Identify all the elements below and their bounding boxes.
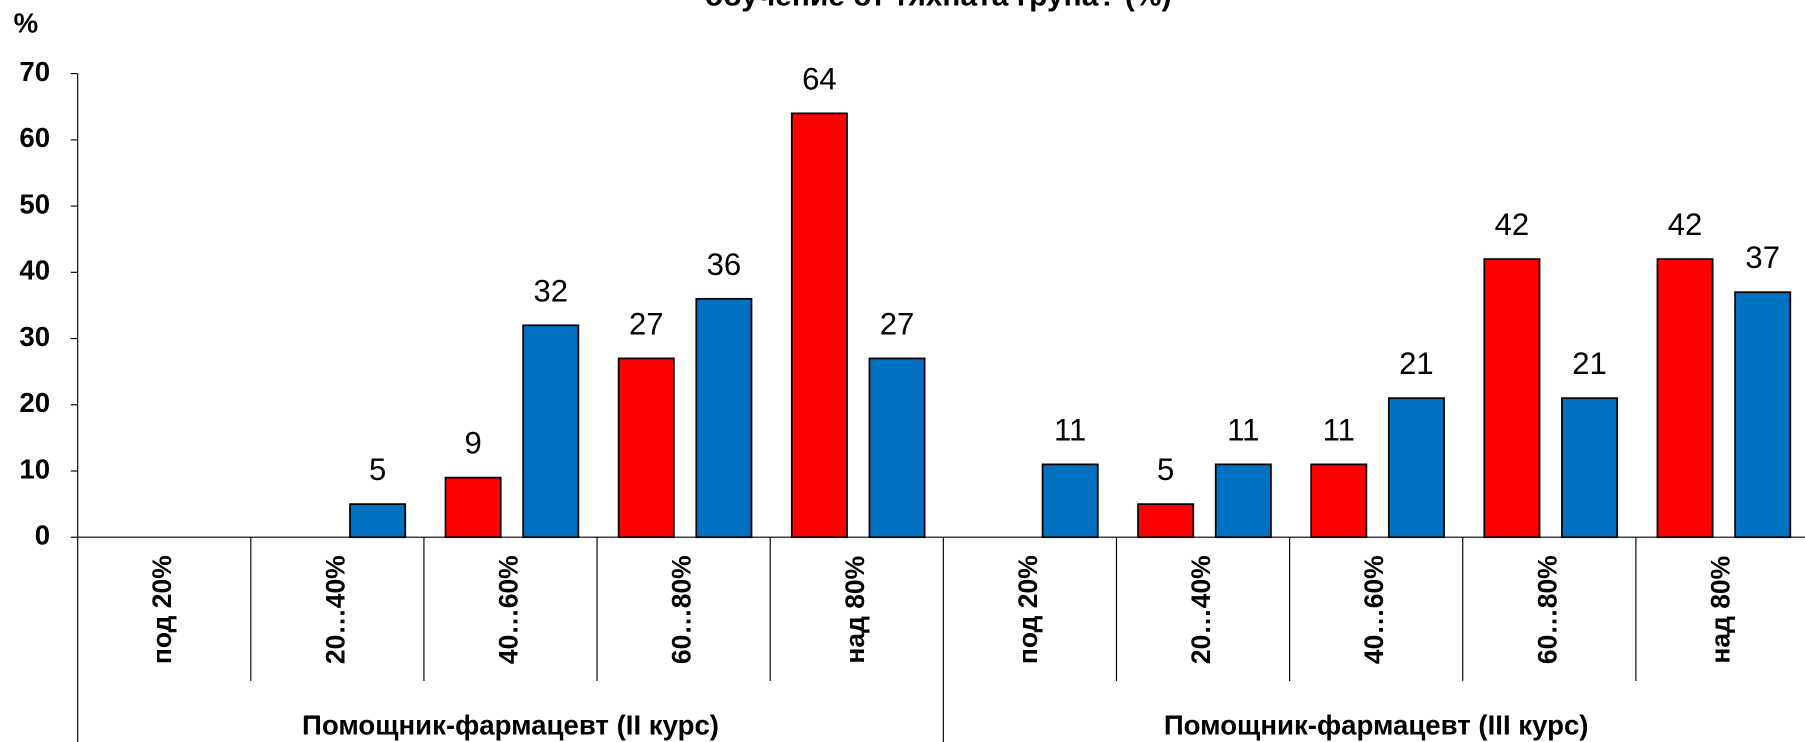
- x-tick-label: 60…80%: [1532, 555, 1562, 664]
- y-tick-label: 0: [35, 520, 50, 551]
- data-label: 42: [1668, 207, 1703, 242]
- x-tick-label: 40…60%: [1359, 555, 1389, 664]
- y-tick-label: 40: [19, 255, 50, 286]
- x-tick-label: 20…40%: [320, 555, 350, 664]
- bar: [349, 503, 407, 539]
- bar: [1041, 463, 1099, 539]
- data-label: 21: [1399, 346, 1434, 381]
- x-tick-label: над 80%: [1705, 556, 1735, 664]
- bar: [1310, 463, 1368, 539]
- y-tick-label: 70: [19, 56, 50, 87]
- bar: [868, 357, 926, 539]
- bar: [444, 476, 502, 539]
- data-label: 11: [1054, 412, 1086, 447]
- bar: [1656, 258, 1714, 539]
- chart-title: обучение от тяхната група? (%): [705, 0, 1172, 13]
- data-label: 11: [1323, 412, 1355, 447]
- x-tick-label: над 80%: [840, 556, 870, 664]
- y-tick-label: 50: [19, 188, 50, 219]
- x-tick-label: 60…80%: [667, 555, 697, 664]
- data-label: 5: [369, 452, 386, 487]
- bar: [1214, 463, 1272, 539]
- x-tick-label: под 20%: [1013, 555, 1043, 664]
- bar: [695, 297, 753, 539]
- data-label: 5: [1157, 452, 1174, 487]
- data-label: 11: [1227, 412, 1259, 447]
- y-tick-label: 10: [19, 453, 50, 484]
- x-tick-label: 20…40%: [1186, 555, 1216, 664]
- y-axis-label: %: [14, 8, 39, 39]
- bar: [1137, 503, 1195, 539]
- bar: [522, 324, 580, 539]
- bar: [1387, 397, 1445, 539]
- group-label: Помощник-фармацевт (III курс): [1164, 709, 1589, 740]
- y-tick-label: 30: [19, 321, 50, 352]
- data-label: 27: [880, 306, 915, 341]
- bar: [1561, 397, 1619, 539]
- y-tick-label: 60: [19, 122, 50, 153]
- group-label: Помощник-фармацевт (II курс): [302, 709, 719, 740]
- data-label: 27: [629, 306, 664, 341]
- data-label: 37: [1745, 240, 1780, 275]
- x-tick-label: 40…60%: [493, 555, 523, 664]
- bar: [617, 357, 675, 539]
- data-label: 42: [1495, 207, 1530, 242]
- data-label: 9: [464, 426, 481, 461]
- bar: [1483, 258, 1541, 539]
- x-tick-label: под 20%: [147, 555, 177, 664]
- bar: [1734, 291, 1792, 539]
- bar: [790, 112, 848, 539]
- data-label: 36: [707, 247, 742, 282]
- data-label: 32: [533, 273, 568, 308]
- data-label: 21: [1572, 346, 1607, 381]
- data-label: 64: [802, 61, 837, 96]
- y-tick-label: 20: [19, 387, 50, 418]
